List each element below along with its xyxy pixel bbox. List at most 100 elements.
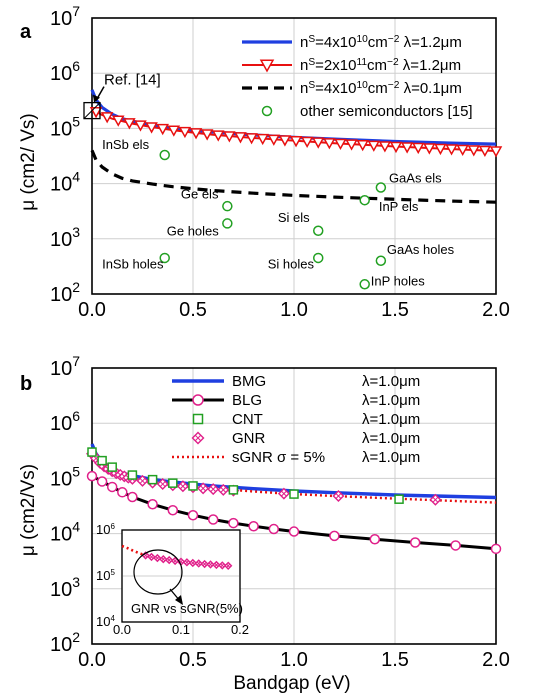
data-point-cnt xyxy=(127,470,138,480)
data-point-semiconductor xyxy=(375,182,387,193)
x-tick-label: 0.0 xyxy=(78,649,106,671)
data-point-triangle xyxy=(267,134,281,146)
legend-label-part: cm xyxy=(368,34,388,51)
data-point-gnr-cross xyxy=(220,487,227,493)
legend-label-part: −2 xyxy=(387,57,399,68)
legend-marker xyxy=(259,59,275,73)
legend-marker xyxy=(261,105,273,117)
x-tick-label: 2.0 xyxy=(482,649,510,671)
inset-y-tick-label: 106 xyxy=(96,522,115,537)
x-tick-label: 1.5 xyxy=(381,299,409,321)
y-tick-label: 103 xyxy=(50,224,80,251)
inset-x-tick-label: 0.1 xyxy=(172,622,190,637)
point-annotation: Si holes xyxy=(268,256,315,271)
data-point-semiconductor xyxy=(222,218,233,229)
data-point-semiconductor xyxy=(375,255,387,267)
inset-data-point-gnr-cross xyxy=(190,561,195,565)
inset-data-point-gnr-cross xyxy=(226,563,231,568)
data-point-blg xyxy=(127,491,138,503)
data-point-triangle xyxy=(156,123,169,136)
y-tick-exp: 3 xyxy=(72,224,80,240)
data-point-blg xyxy=(490,543,502,555)
data-point-triangle xyxy=(423,143,436,155)
y-tick-label: 104 xyxy=(50,169,80,196)
data-point-blg xyxy=(248,520,259,532)
legend-label: nS=4x1010cm−2 λ=1.2μm xyxy=(300,34,462,52)
y-tick-label: 102 xyxy=(50,629,80,656)
ref-14-arrowhead xyxy=(93,94,100,103)
data-point-triangle xyxy=(334,138,347,151)
y-tick-exp: 2 xyxy=(72,629,80,645)
legend-label-part: =4x10 xyxy=(315,34,356,51)
x-tick-label: 0.5 xyxy=(179,649,207,671)
legend-label-part: −2 xyxy=(388,80,400,91)
inset-data-point-gnr-cross xyxy=(149,554,154,559)
legend-label-part: −2 xyxy=(388,34,400,45)
y-tick-exp: 3 xyxy=(72,574,80,590)
data-point-cnt xyxy=(147,474,158,485)
legend-label-part: 10 xyxy=(356,80,368,91)
inset-highlight-circle xyxy=(133,549,183,595)
inset-arrowhead xyxy=(175,595,183,605)
point-annotation: InP holes xyxy=(371,274,425,289)
inset-data-point-gnr-cross xyxy=(173,558,178,563)
data-point-triangle xyxy=(445,144,458,156)
data-point-triangle xyxy=(467,145,481,157)
panel-b-ylabel: μ (cm2/Vs) xyxy=(18,464,39,556)
data-point-triangle xyxy=(367,140,381,152)
y-tick-exp: 7 xyxy=(72,353,80,369)
data-point-triangle xyxy=(234,132,247,144)
y-tick-label: 107 xyxy=(50,3,80,30)
data-point-triangle xyxy=(311,137,325,149)
data-point-cnt xyxy=(87,447,97,457)
data-point-cnt xyxy=(289,489,299,499)
inset-border xyxy=(121,529,241,623)
y-tick-base: 10 xyxy=(50,579,72,601)
data-point-semiconductor xyxy=(222,200,233,212)
legend-label-part: n xyxy=(300,34,308,51)
x-axis-label: Bandgap (eV) xyxy=(233,673,350,694)
y-tick-exp: 4 xyxy=(72,169,80,185)
legend-label-part: n xyxy=(300,57,308,74)
point-annotation: Si els xyxy=(278,210,310,225)
data-point-triangle xyxy=(167,125,181,137)
x-tick-label: 1.0 xyxy=(280,649,308,671)
plot-frame xyxy=(91,367,497,645)
y-tick-base: 10 xyxy=(50,524,72,546)
data-point-blg xyxy=(329,530,340,542)
inset-annotation: GNR vs sGNR(5%) xyxy=(131,601,243,616)
data-point-gnr-cross xyxy=(281,490,287,497)
data-point-triangle xyxy=(134,120,147,132)
point-annotation: GaAs els xyxy=(389,170,442,185)
point-annotation: Ge holes xyxy=(167,223,220,238)
y-tick-exp: 6 xyxy=(72,58,80,74)
y-tick-label: 102 xyxy=(50,279,80,306)
data-point-blg xyxy=(268,523,280,535)
inset-x-tick-label: 0.2 xyxy=(231,622,249,637)
legend-label-part: cm xyxy=(368,80,388,97)
y-tick-base: 10 xyxy=(50,413,72,435)
legend-lambda: λ=1.0μm xyxy=(362,430,420,447)
data-point-gnr-cross xyxy=(159,481,166,487)
data-point-blg xyxy=(288,526,300,537)
data-point-triangle xyxy=(378,141,392,153)
point-annotation: GaAs holes xyxy=(387,242,455,257)
legend-label: GNR xyxy=(232,430,266,447)
data-point-triangle xyxy=(323,138,336,150)
legend-lambda: λ=1.0μm xyxy=(362,449,420,466)
y-tick-base: 10 xyxy=(50,468,72,490)
inset-y-tick-label: 104 xyxy=(96,614,115,629)
legend-label-part: S xyxy=(308,34,315,45)
inset-y-tick-exp: 6 xyxy=(110,522,115,531)
panel-a-ylabel: μ (cm2/ Vs) xyxy=(18,113,39,211)
legend-label-part: 10 xyxy=(356,34,368,45)
data-point-cnt xyxy=(228,485,239,495)
data-point-gnr-cross xyxy=(139,478,146,484)
data-point-triangle xyxy=(200,129,214,141)
data-point-gnr-cross xyxy=(432,496,439,503)
data-point-triangle xyxy=(123,118,136,130)
legend-label-part: 11 xyxy=(356,57,367,68)
inset-data-point-gnr-cross xyxy=(167,558,172,563)
inset-y-tick-base: 10 xyxy=(96,522,110,537)
